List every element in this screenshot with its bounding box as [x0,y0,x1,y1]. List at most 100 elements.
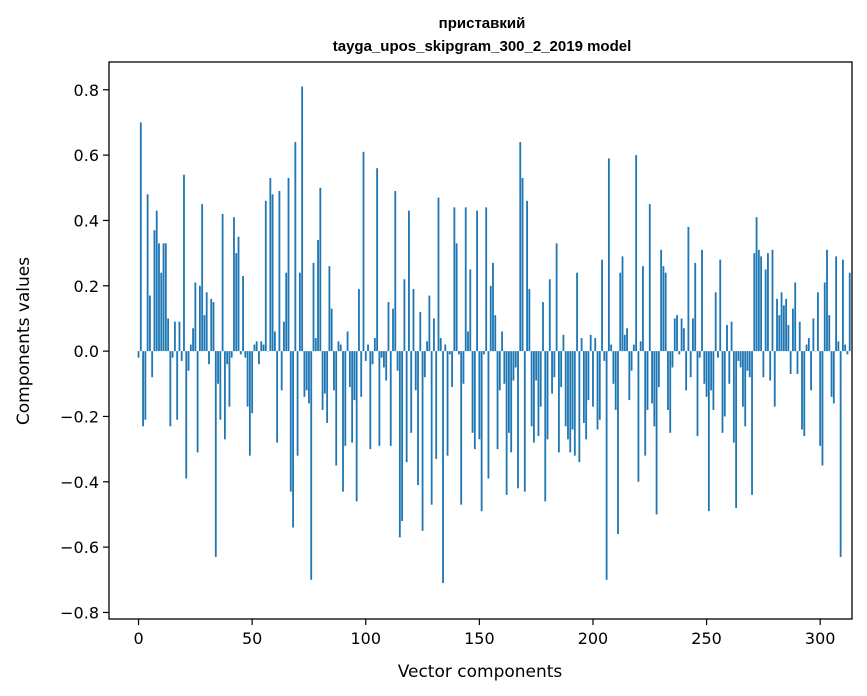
bar-component-312 [846,351,849,355]
bar-component-238 [678,351,681,355]
bar-component-255 [717,351,719,358]
bar-component-104 [373,338,376,352]
bar-component-209 [612,351,615,384]
bar-component-87 [335,351,338,466]
bar-component-273 [757,249,760,352]
bar-component-213 [621,256,624,352]
bar-component-4 [146,194,149,352]
y-tick-label: −0.4 [60,473,99,492]
bar-component-288 [792,308,794,352]
bar-component-2 [142,351,144,427]
bar-component-135 [444,344,447,352]
bar-component-230 [660,249,663,352]
bar-component-268 [746,351,749,371]
bar-component-208 [610,344,613,352]
bar-component-221 [639,341,642,352]
bar-component-180 [546,351,549,440]
bar-component-12 [164,243,167,352]
bar-component-177 [539,351,542,407]
bar-component-145 [467,331,469,352]
bar-component-51 [253,344,256,352]
bar-component-232 [664,272,667,352]
bar-component-217 [630,351,633,371]
bar-component-48 [246,351,249,407]
bar-component-283 [780,292,783,352]
bar-component-274 [760,256,763,352]
bar-component-202 [596,351,599,430]
bar-component-163 [507,351,510,433]
bar-component-78 [314,338,317,352]
bar-component-199 [589,334,592,352]
bar-component-81 [321,351,324,410]
bar-component-74 [305,351,308,391]
bar-component-257 [721,351,724,433]
bar-component-211 [617,351,619,535]
bar-component-26 [196,351,199,453]
bar-component-195 [580,338,583,352]
bar-component-146 [469,269,472,352]
bar-component-261 [730,321,733,352]
bar-component-49 [248,351,251,456]
bar-component-164 [510,351,513,453]
bar-component-153 [485,207,488,352]
bar-component-102 [369,351,372,450]
bar-component-150 [478,351,481,440]
bar-component-52 [255,341,258,352]
bar-component-193 [576,272,578,352]
bar-component-277 [767,253,769,352]
x-tick-label: 200 [578,629,609,648]
bar-component-173 [530,351,533,427]
bar-component-8 [155,210,158,352]
bar-component-313 [848,272,851,352]
bar-component-149 [476,210,478,352]
bar-component-174 [532,351,535,443]
bar-component-220 [637,351,640,482]
x-tick-label: 250 [691,629,722,648]
bar-component-281 [776,298,778,352]
bar-component-216 [628,351,631,401]
bar-component-99 [362,151,365,352]
bar-component-203 [598,351,601,420]
bar-component-58 [269,177,272,352]
plot-frame [108,61,853,620]
bar-component-284 [782,305,785,352]
bar-component-13 [167,318,169,352]
chart-title: приставкий [439,15,526,32]
x-axis: 0 50 100 150 200 250 300 [133,619,835,648]
y-tick-label: 0.6 [74,146,99,165]
bar-component-272 [755,217,758,352]
bar-component-0 [137,351,140,358]
bar-component-265 [739,351,742,368]
bar-component-250 [705,351,708,397]
bar-component-247 [698,351,701,358]
bar-component-21 [185,351,188,479]
bar-component-38 [223,351,226,440]
bar-component-100 [364,351,367,361]
bar-component-128 [428,295,431,352]
bar-component-172 [528,289,531,352]
bar-component-285 [785,298,788,352]
bar-component-286 [787,324,790,352]
bar-component-234 [669,351,672,433]
bar-component-264 [737,351,740,361]
bar-component-79 [317,240,319,352]
bar-component-275 [762,351,765,378]
bar-component-176 [537,351,540,437]
bar-component-129 [430,351,433,505]
bar-component-260 [728,351,731,384]
bar-component-64 [283,321,285,352]
bar-component-96 [355,351,358,502]
bar-component-77 [312,262,315,352]
bar-component-117 [403,279,406,352]
bar-component-62 [278,191,281,352]
bar-component-94 [351,351,354,443]
bar-component-267 [744,351,747,427]
bar-series [137,86,851,584]
y-axis: −0.8 −0.6 −0.4 −0.2 0.0 0.2 0.4 0.6 0.8 [60,81,109,622]
bar-component-269 [748,351,751,378]
y-axis-label: Components values [14,257,34,425]
bar-component-93 [348,351,351,388]
bar-component-162 [505,351,508,495]
bar-component-183 [553,351,556,378]
bar-component-103 [371,351,374,365]
